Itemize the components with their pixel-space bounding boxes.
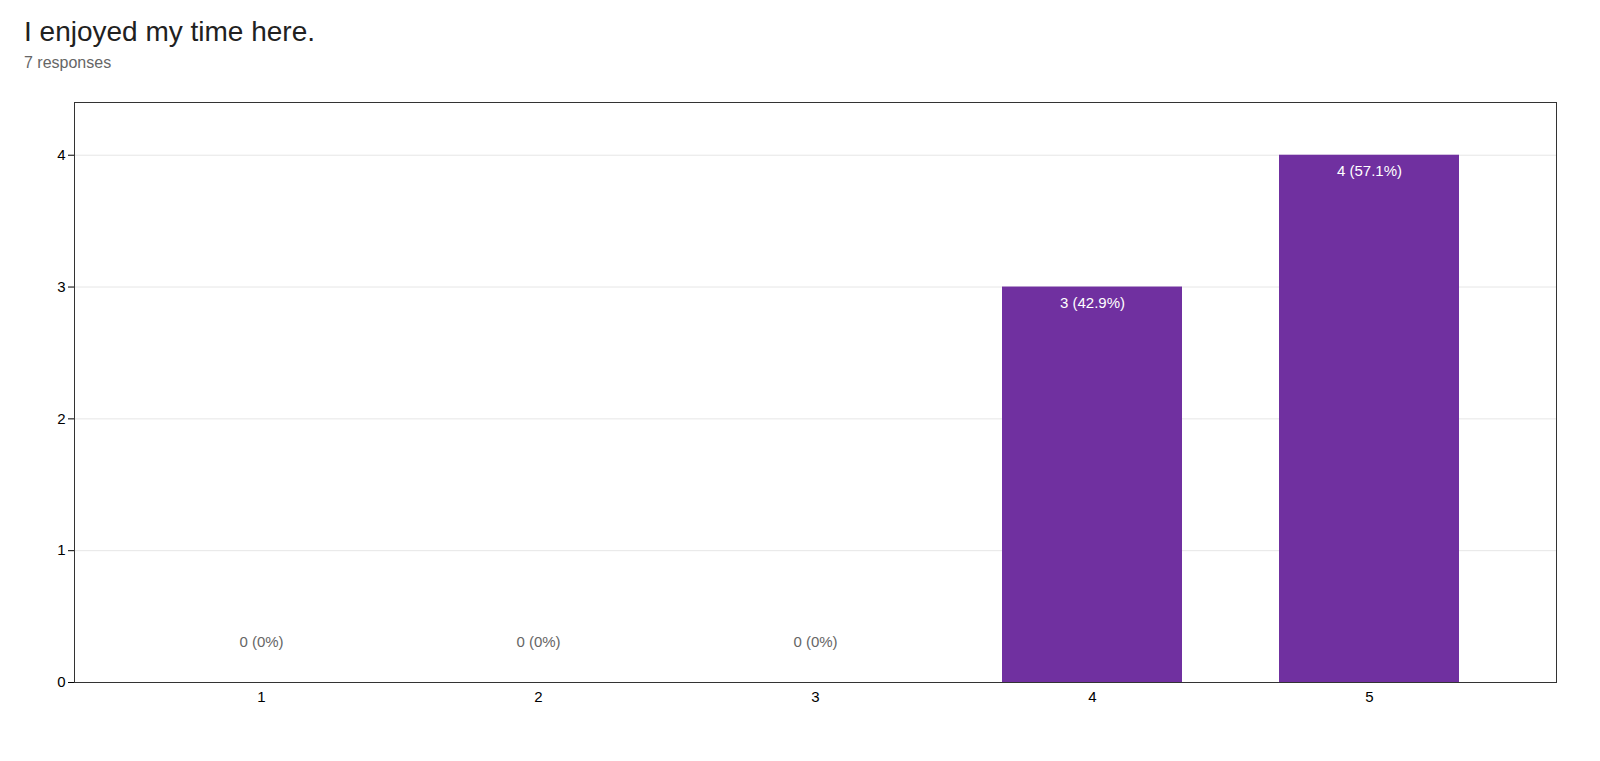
svg-text:2: 2 bbox=[57, 410, 65, 427]
svg-text:4 (57.1%): 4 (57.1%) bbox=[1337, 162, 1402, 179]
svg-text:5: 5 bbox=[1365, 688, 1373, 705]
svg-text:1: 1 bbox=[57, 541, 65, 558]
svg-text:3: 3 bbox=[811, 688, 819, 705]
svg-text:1: 1 bbox=[257, 688, 265, 705]
html-text:7 responses: 7 responses bbox=[24, 54, 112, 71]
svg-text:4: 4 bbox=[1088, 688, 1096, 705]
svg-text:0 (0%): 0 (0%) bbox=[516, 633, 560, 650]
svg-text:3 (42.9%): 3 (42.9%) bbox=[1060, 294, 1125, 311]
svg-text:2: 2 bbox=[534, 688, 542, 705]
svg-text:3: 3 bbox=[57, 278, 65, 295]
svg-text:0 (0%): 0 (0%) bbox=[239, 633, 283, 650]
svg-text:4: 4 bbox=[57, 146, 65, 163]
html-text:I enjoyed my time here.: I enjoyed my time here. bbox=[24, 16, 315, 47]
svg-text:0 (0%): 0 (0%) bbox=[793, 633, 837, 650]
svg-text:0: 0 bbox=[57, 673, 65, 690]
